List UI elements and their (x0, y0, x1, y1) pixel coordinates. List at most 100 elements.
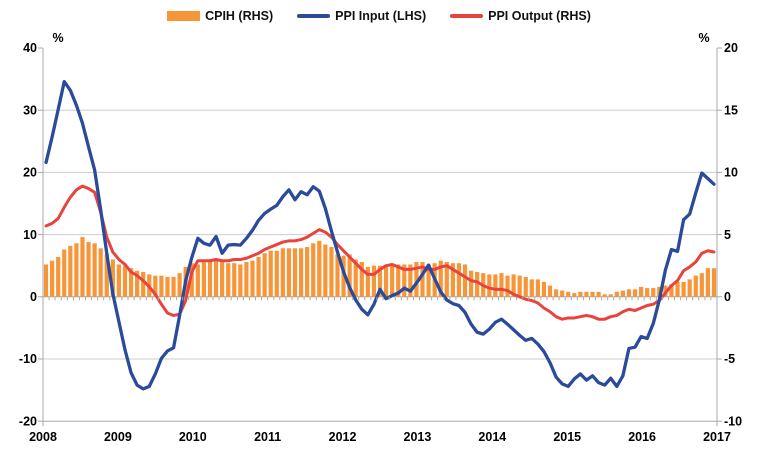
x-axis-year-label: 2008 (29, 430, 57, 444)
cpih-bar (560, 290, 565, 297)
cpih-bar (590, 291, 595, 297)
cpih-bar (238, 264, 243, 297)
cpih-bar (311, 243, 316, 297)
cpih-bar (608, 294, 613, 297)
cpih-bar (141, 271, 146, 297)
x-axis-year-label: 2016 (628, 430, 656, 444)
cpih-bar (450, 263, 455, 297)
cpih-bar (135, 270, 140, 297)
cpih-bar (487, 274, 492, 297)
cpih-bar (645, 288, 650, 297)
cpih-bar (505, 275, 510, 297)
left-axis-unit: % (52, 31, 63, 45)
legend-label-cpih: CPIH (RHS) (205, 9, 274, 23)
cpih-bar (62, 249, 67, 297)
cpih-bar (317, 240, 322, 297)
cpih-bar (444, 261, 449, 297)
cpih-bar (578, 291, 583, 297)
cpih-bar (651, 288, 656, 297)
right-axis-unit: % (698, 31, 709, 45)
cpih-bar (396, 264, 401, 297)
cpih-bar (104, 254, 109, 297)
cpih-bar (220, 261, 225, 297)
cpih-bar (711, 268, 717, 297)
left-axis-tick-label: 10 (23, 228, 37, 242)
cpih-bar (98, 248, 103, 297)
cpih-bar (475, 271, 480, 297)
x-axis-year-label: 2009 (104, 430, 132, 444)
cpih-bar (159, 275, 164, 297)
cpih-bar (390, 264, 395, 297)
cpih-bar (165, 276, 170, 297)
legend-item-ppi-input: PPI Input (LHS) (297, 9, 426, 23)
legend: CPIH (RHS) PPI Input (LHS) PPI Output (R… (0, 9, 758, 23)
cpih-bar (335, 254, 340, 297)
cpih-bar (153, 275, 158, 297)
cpih-bar (511, 274, 516, 297)
cpih-bar (705, 268, 710, 297)
cpih-bar (377, 265, 383, 297)
cpih-bar (280, 248, 285, 297)
cpih-bar (493, 274, 498, 297)
cpih-bar (250, 260, 255, 297)
cpih-bar (86, 242, 91, 297)
cpih-bar (80, 237, 85, 297)
cpih-bar (244, 261, 249, 297)
cpih-bar (286, 248, 292, 297)
axes (38, 47, 722, 427)
cpih-bar (529, 279, 534, 297)
cpih-bar (226, 263, 231, 297)
cpih-bar (614, 291, 619, 297)
left-axis-tick-label: 0 (30, 290, 37, 304)
x-axis-year-label: 2015 (553, 430, 581, 444)
x-axis-year-label: 2017 (703, 430, 731, 444)
cpih-bar (584, 291, 589, 297)
cpih-bar (110, 259, 115, 297)
cpih-bar (298, 248, 304, 297)
cpih-bar (420, 261, 425, 297)
x-axis-year-label: 2010 (179, 430, 207, 444)
cpih-bar (116, 264, 121, 297)
cpih-bar (365, 266, 370, 297)
x-axis-year-label: 2012 (329, 430, 357, 444)
cpih-bar (632, 289, 638, 297)
cpih-bar (128, 268, 134, 297)
right-axis-tick-label: -10 (724, 414, 742, 428)
right-axis-tick-label: 0 (724, 290, 731, 304)
right-axis-tick-label: 5 (724, 228, 731, 242)
cpih-bar (177, 273, 182, 297)
cpih-bar (535, 279, 540, 297)
cpih-bar (92, 243, 97, 297)
cpih-bar (213, 260, 219, 297)
cpih-bar (468, 270, 474, 297)
cpih-bar (122, 265, 128, 297)
cpih-bar (639, 286, 644, 297)
cpih-bar (232, 263, 237, 297)
legend-item-ppi-output: PPI Output (RHS) (450, 9, 591, 23)
cpih-bar (553, 289, 559, 297)
cpih-bar (371, 265, 377, 297)
cpih-bar (462, 264, 468, 297)
cpih-bar (596, 291, 601, 297)
left-axis-tick-label: -20 (19, 414, 37, 428)
cpih-bar (456, 263, 462, 297)
left-axis-tick-label: 20 (23, 166, 37, 180)
cpih-bar (68, 245, 73, 297)
legend-item-cpih: CPIH (RHS) (167, 9, 273, 23)
cpih-bar (426, 264, 431, 297)
cpih-bar (438, 260, 443, 297)
cpih-bar (499, 273, 504, 297)
ppi-input-swatch (297, 14, 331, 18)
ppi-output-swatch (450, 14, 484, 18)
cpih-bar (50, 260, 55, 297)
cpih-bar (620, 290, 625, 297)
cpih-bar (262, 253, 267, 297)
cpih-bar (207, 259, 213, 297)
cpih-bar (687, 279, 692, 297)
cpih-bar (626, 289, 632, 297)
cpih-bar (171, 276, 176, 297)
cpih-bar (201, 261, 207, 297)
series-lines (44, 79, 716, 391)
cpih-bar (189, 263, 194, 297)
